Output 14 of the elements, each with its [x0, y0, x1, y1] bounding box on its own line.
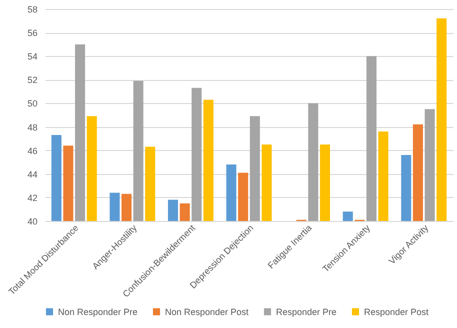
y-tick-label: 48 [27, 122, 38, 132]
y-tick-label: 50 [27, 98, 38, 109]
y-tick-label: 58 [27, 4, 38, 14]
y-tick-label: 42 [27, 192, 38, 203]
y-tick-label: 40 [27, 216, 38, 226]
y-tick-label: 52 [27, 75, 38, 86]
y-tick-label: 54 [27, 52, 38, 62]
y-tick-label: 44 [27, 169, 38, 180]
legend-label: Responder Pre [276, 306, 337, 317]
y-tick-label: 46 [27, 146, 38, 156]
legend-label: Responder Post [364, 306, 430, 317]
legend-label: Non Responder Pre [58, 306, 138, 317]
legend-label: Non Responder Post [165, 306, 250, 317]
y-tick-label: 56 [27, 28, 38, 38]
